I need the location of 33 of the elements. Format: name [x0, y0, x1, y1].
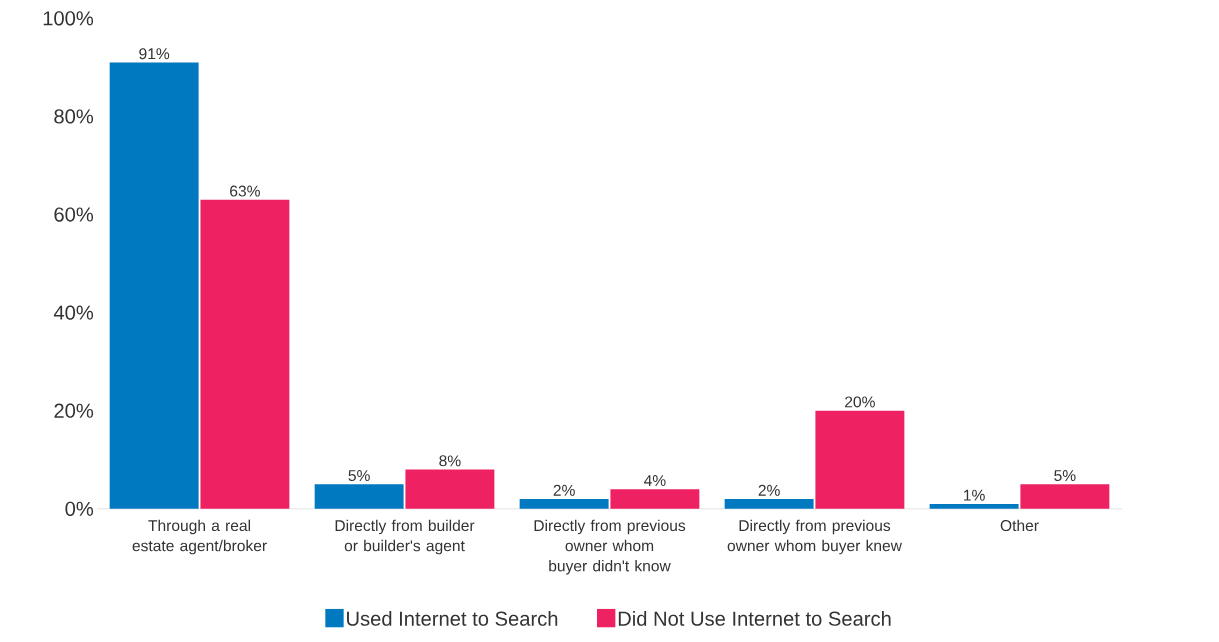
x-tick-label: Through a real estate agent/broker: [132, 519, 267, 555]
x-tick-label: Directly from previous owner whom buyer didn't know: [534, 519, 686, 575]
data-label: 5%: [1054, 470, 1076, 482]
data-label: 4%: [643, 475, 666, 487]
y-tick-label: 60%: [54, 207, 94, 222]
x-tick-label: Directly from previous owner whom buyer knew: [727, 519, 902, 555]
y-tick-label: 0%: [65, 501, 94, 517]
data-label: 5%: [348, 470, 370, 482]
data-label: 1%: [964, 489, 985, 501]
data-label: 2%: [553, 484, 575, 496]
bar: [1020, 484, 1110, 509]
bar: [200, 199, 290, 509]
y-tick-label: 80%: [54, 109, 94, 124]
legend-label: Did Not Use Internet to Search: [618, 611, 891, 626]
legend-label: Used Internet to Search: [347, 611, 558, 626]
data-label: 20%: [845, 396, 875, 408]
data-label: 2%: [758, 484, 780, 496]
x-tick-label: Other: [1000, 519, 1039, 532]
bar: [610, 489, 700, 509]
bar: [519, 499, 609, 509]
bar: [724, 499, 814, 509]
bar: [109, 62, 199, 509]
bar: [815, 410, 905, 509]
data-label: 8%: [439, 455, 461, 467]
y-tick-label: 40%: [53, 305, 94, 320]
y-tick-label: 20%: [54, 403, 94, 418]
y-tick-label: 100%: [43, 11, 94, 26]
bar: [405, 469, 495, 509]
data-label: 63%: [230, 185, 260, 197]
bar: [929, 504, 1019, 509]
bar: [314, 484, 404, 509]
x-tick-label: Directly from builder or builder's agent: [335, 519, 475, 555]
data-label: 91%: [139, 48, 170, 60]
